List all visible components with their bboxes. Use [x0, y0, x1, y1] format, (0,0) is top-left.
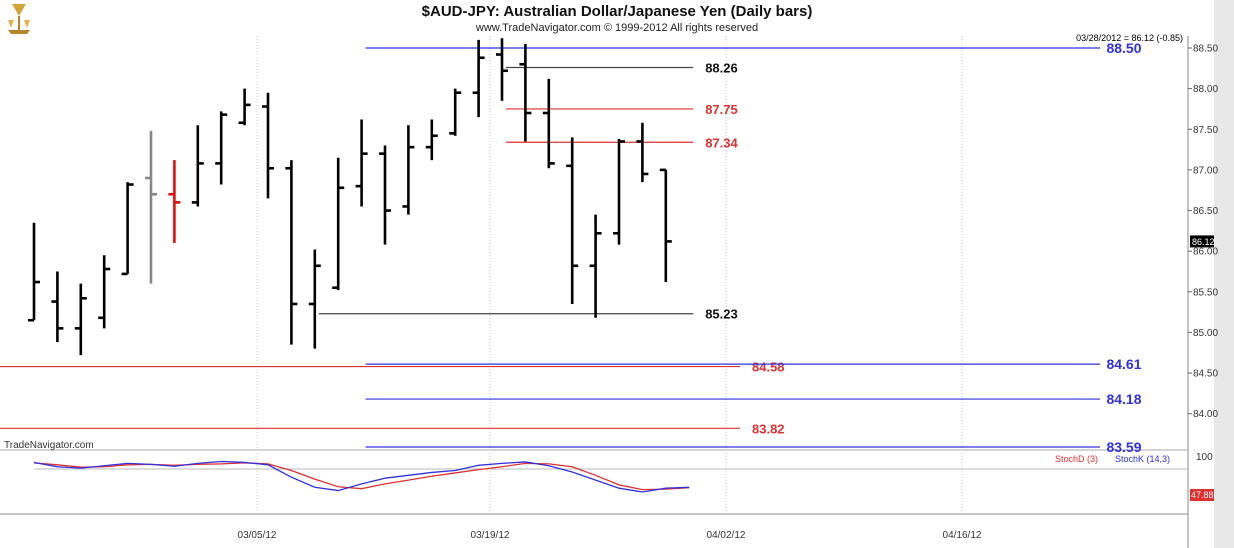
y-tick-label: 88.00	[1193, 84, 1218, 95]
last-price-info: 03/28/2012 = 86.12 (-0.85)	[1076, 33, 1183, 43]
stoch-value-marker	[1190, 489, 1214, 501]
ohlc-bar	[51, 271, 64, 343]
ohlc-bar	[145, 130, 157, 284]
stoch-series-line	[33, 460, 690, 493]
ohlc-bar	[425, 119, 438, 161]
y-tick-label: 87.00	[1193, 165, 1218, 176]
ohlc-bar	[496, 38, 508, 101]
level-label: 87.34	[705, 135, 738, 150]
ohlc-bar	[519, 43, 532, 142]
ohlc-bar	[589, 214, 602, 318]
stoch-tick-label: 100	[1196, 452, 1213, 463]
ohlc-bar	[613, 139, 625, 245]
ohlc-bar	[28, 222, 40, 322]
ohlc-bar	[215, 111, 228, 185]
stoch-legend-label: StochK (14,3)	[1115, 454, 1170, 464]
brand-label: TradeNavigator.com	[4, 440, 94, 451]
y-tick-label: 87.50	[1193, 125, 1218, 136]
ohlc-bar	[402, 125, 415, 215]
y-tick-label: 88.50	[1193, 44, 1218, 55]
ohlc-bar	[542, 78, 555, 169]
level-label: 84.61	[1106, 356, 1141, 372]
ohlc-bar	[566, 137, 579, 304]
level-label: 85.23	[705, 307, 738, 322]
x-tick-label: 04/16/12	[943, 530, 982, 541]
ohlc-bar	[238, 88, 251, 126]
ohlc-bar	[332, 157, 345, 291]
stoch-series-line	[33, 462, 690, 491]
y-tick-label: 86.50	[1193, 206, 1218, 217]
ohlc-bar	[74, 283, 87, 356]
level-label: 83.59	[1106, 439, 1141, 455]
ohlc-bar	[121, 182, 134, 276]
x-tick-label: 03/19/12	[471, 530, 510, 541]
ohlc-bar	[285, 160, 298, 345]
level-label: 84.18	[1106, 391, 1141, 407]
ohlc-bar	[659, 168, 672, 283]
ohlc-bar	[191, 125, 204, 207]
stoch-legend-label: StochD (3)	[1055, 454, 1098, 464]
level-label: 83.82	[752, 421, 785, 436]
stoch-value-label: 47.88	[1191, 490, 1214, 500]
y-tick-label: 86.00	[1193, 247, 1218, 258]
level-label: 88.50	[1106, 40, 1141, 56]
y-tick-label: 85.00	[1193, 328, 1218, 339]
y-tick-label: 84.50	[1193, 369, 1218, 380]
level-label: 87.75	[705, 102, 738, 117]
ohlc-bar	[355, 119, 368, 207]
level-label: 88.26	[705, 61, 738, 76]
ohlc-bar	[636, 122, 649, 183]
x-tick-label: 03/05/12	[238, 530, 277, 541]
current-price-marker	[1190, 235, 1214, 248]
ohlc-bar	[98, 255, 111, 329]
ohlc-bar	[379, 145, 391, 245]
scale-logo-icon	[8, 4, 30, 34]
chart-title: $AUD-JPY: Australian Dollar/Japanese Yen…	[422, 3, 813, 20]
level-label: 84.58	[752, 360, 785, 375]
x-tick-label: 04/02/12	[707, 530, 746, 541]
ohlc-bar	[308, 249, 321, 349]
ohlc-bar	[262, 92, 274, 199]
ohlc-bar	[168, 160, 181, 244]
y-tick-label: 85.50	[1193, 287, 1218, 298]
ohlc-bar	[449, 88, 462, 136]
ohlc-bar	[472, 39, 485, 118]
chart-subtitle: www.TradeNavigator.com © 1999-2012 All r…	[475, 22, 758, 34]
y-tick-label: 84.00	[1193, 409, 1218, 420]
current-price-label: 86.12	[1192, 237, 1215, 247]
